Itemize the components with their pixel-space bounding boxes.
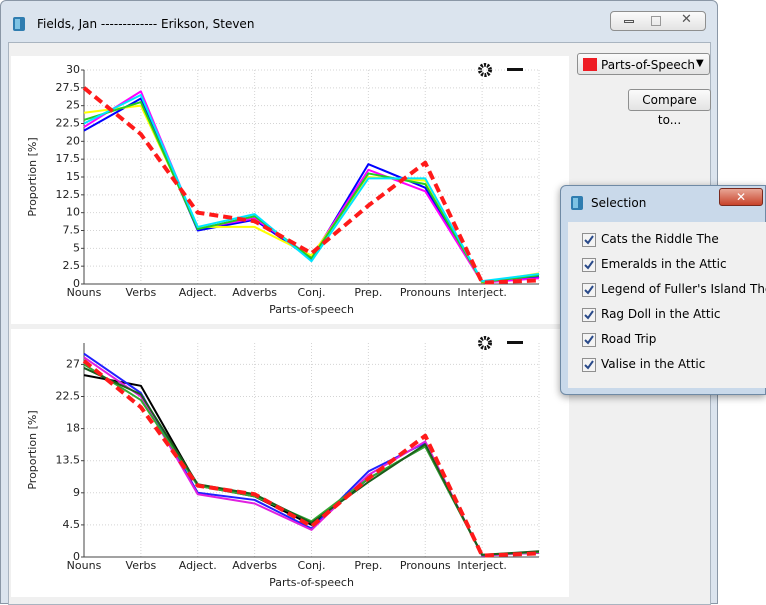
check-mark (584, 259, 594, 270)
x-tick-label: Conj. (298, 559, 326, 572)
checkbox[interactable] (582, 307, 596, 322)
y-tick-label: 25 (66, 99, 80, 112)
x-tick-label: Conj. (298, 286, 326, 299)
y-tick-label: 18 (66, 422, 80, 435)
y-tick-label: 17.5 (56, 152, 81, 165)
compare-button[interactable]: Compare to... (628, 89, 711, 127)
data-line (83, 367, 540, 556)
y-tick-label: 7.5 (63, 224, 81, 237)
data-line (83, 93, 540, 283)
x-axis-label: Parts-of-speech (269, 303, 354, 316)
chart-panel: 0 2.5 5 7.5 10 12.5 15 17.5 20 22.5 25 27.5 30 Nouns V… (11, 56, 569, 324)
checkbox[interactable] (582, 282, 596, 297)
window-title: Fields, Jan ------------- Erikson, Steve… (37, 17, 255, 31)
y-tick-label: 10 (66, 206, 80, 219)
selection-item[interactable]: Cats the Riddle The (582, 227, 766, 252)
y-tick-label: 20 (66, 134, 80, 147)
x-tick-label: Adverbs (232, 286, 277, 299)
selection-item[interactable]: Valise in the Attic (582, 352, 766, 377)
x-axis-label: Parts-of-speech (269, 576, 354, 589)
y-tick-label: 5 (73, 241, 80, 254)
x-tick-label: Adverbs (232, 559, 277, 572)
y-tick-label: 12.5 (56, 188, 81, 201)
selection-label: Legend of Fuller's Island The (601, 282, 766, 296)
y-tick-label: 0 (73, 550, 80, 563)
x-tick-label: Prep. (354, 559, 382, 572)
selection-dialog: Selection ✕ Cats the Riddle The Emeralds … (560, 185, 766, 395)
x-tick-label: Nouns (67, 559, 102, 572)
dropdown-label: Parts-of-Speech (601, 58, 695, 72)
y-tick-label: 13.5 (56, 454, 81, 467)
x-tick-label: Pronouns (400, 286, 451, 299)
chart-panel: 0 4.5 9 13.5 18 22.5 27 Nouns Verbs Adject. Adverb… (11, 329, 569, 597)
y-tick-label: 22.5 (56, 390, 81, 403)
dialog-title: Selection (591, 196, 647, 210)
x-tick-label: Pronouns (400, 559, 451, 572)
x-tick-label: Adject. (179, 286, 217, 299)
y-tick-label: 27 (66, 357, 80, 370)
y-axis-label: Proportion [%] (26, 410, 39, 489)
chart: 0 4.5 9 13.5 18 22.5 27 Nouns Verbs Adject. Adverb… (26, 336, 540, 589)
y-axis-label: Proportion [%] (26, 137, 39, 216)
selection-item[interactable]: Legend of Fuller's Island The (582, 277, 766, 302)
chart: 0 2.5 5 7.5 10 12.5 15 17.5 20 22.5 25 27.5 30 Nouns V… (26, 63, 540, 316)
y-tick-label: 30 (66, 63, 80, 76)
x-tick-label: Interject. (457, 286, 507, 299)
x-tick-label: Adject. (179, 559, 217, 572)
y-tick-label: 27.5 (56, 81, 81, 94)
check-mark (584, 234, 594, 245)
selection-item[interactable]: Emeralds in the Attic (582, 252, 766, 277)
checkbox[interactable] (582, 332, 596, 347)
selection-list: Cats the Riddle The Emeralds in the Attic… (568, 222, 766, 388)
y-tick-label: 22.5 (56, 117, 81, 130)
x-tick-label: Nouns (67, 286, 102, 299)
checkbox[interactable] (582, 232, 596, 247)
selection-item[interactable]: Road Trip (582, 327, 766, 352)
minimize-chart-icon[interactable] (507, 68, 523, 71)
check-mark (584, 284, 594, 295)
selection-label: Cats the Riddle The (601, 232, 719, 246)
data-line (82, 86, 540, 285)
settings-icon[interactable] (478, 336, 492, 350)
selection-label: Emeralds in the Attic (601, 257, 727, 271)
data-line (83, 104, 540, 284)
selection-label: Road Trip (601, 332, 657, 346)
selection-label: Valise in the Attic (601, 357, 706, 371)
dialog-icon (571, 196, 583, 210)
check-mark (584, 359, 594, 370)
check-mark (584, 334, 594, 345)
checkbox[interactable] (582, 357, 596, 372)
x-tick-label: Verbs (126, 559, 157, 572)
y-tick-label: 0 (73, 277, 80, 290)
window-buttons[interactable]: ✕ (610, 11, 706, 31)
y-tick-label: 9 (73, 486, 80, 499)
dropdown[interactable]: Parts-of-Speech ▼ (577, 53, 710, 75)
settings-icon[interactable] (478, 63, 492, 77)
y-tick-label: 4.5 (63, 518, 81, 531)
app-icon (13, 17, 25, 31)
maximize-button[interactable] (651, 16, 661, 26)
dropdown-arrow: ▼ (696, 58, 704, 69)
selection-label: Rag Doll in the Attic (601, 307, 721, 321)
x-tick-label: Interject. (457, 559, 507, 572)
gear[interactable] (478, 336, 492, 350)
gear[interactable] (478, 63, 492, 77)
close-button[interactable]: ✕ (681, 12, 692, 27)
dropdown-swatch (583, 58, 597, 71)
y-tick-label: 15 (66, 170, 80, 183)
dialog-close-button[interactable]: ✕ (719, 188, 763, 206)
check-mark (584, 309, 594, 320)
x-tick-label: Prep. (354, 286, 382, 299)
checkbox[interactable] (582, 257, 596, 272)
data-line (83, 101, 540, 283)
x-tick-label: Verbs (126, 286, 157, 299)
minimize-button[interactable] (624, 20, 634, 23)
data-line (82, 359, 540, 558)
y-tick-label: 2.5 (63, 259, 81, 272)
selection-item[interactable]: Rag Doll in the Attic (582, 302, 766, 327)
minimize-chart-icon[interactable] (507, 341, 523, 344)
